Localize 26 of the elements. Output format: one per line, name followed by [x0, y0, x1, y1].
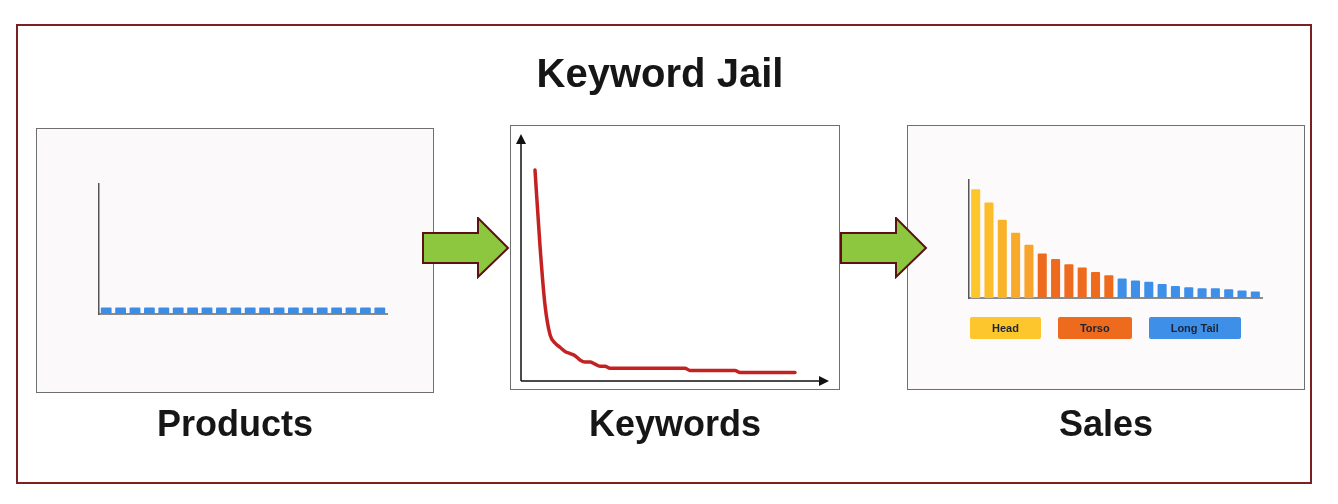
bar [984, 202, 994, 298]
bar [1210, 288, 1220, 298]
bar [1197, 288, 1207, 298]
bar [1051, 258, 1061, 298]
x-axis-title: Products [156, 402, 314, 446]
chart-title: Keyword Jail [535, 50, 785, 96]
bar [1157, 283, 1167, 298]
bar [1144, 281, 1154, 298]
bar [997, 219, 1007, 298]
bar [1011, 232, 1021, 298]
bar [1037, 253, 1047, 298]
x-axis-title: Keywords [587, 402, 763, 446]
x-axis-title: Sales [1057, 402, 1155, 446]
bar [1130, 280, 1141, 298]
bar [1184, 287, 1194, 298]
bar [1104, 275, 1114, 298]
bar [1117, 278, 1127, 298]
bar [1237, 290, 1247, 298]
bar [1170, 286, 1180, 298]
bar [1064, 264, 1074, 298]
bar [971, 189, 981, 298]
bar [1077, 267, 1087, 298]
bar [1224, 289, 1234, 298]
bar [1250, 291, 1260, 298]
bar [1024, 244, 1034, 298]
bar [1090, 271, 1101, 298]
